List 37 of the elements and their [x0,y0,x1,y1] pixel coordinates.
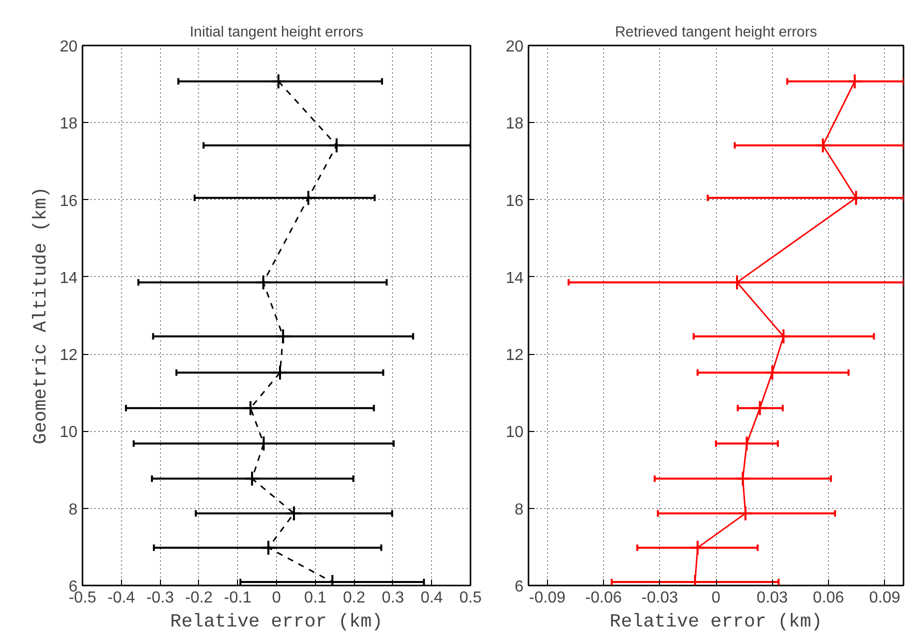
y-tick-label: 10 [506,424,524,442]
x-tick-label: 0.3 [382,590,404,606]
x-tick-label: -0.3 [146,590,174,606]
x-tick-label: -0.03 [642,590,678,606]
y-tick-label: 6 [514,578,524,596]
y-axis-title: Geometric Altitude (km) [30,186,52,444]
x-tick-label: 0.1 [304,590,327,606]
x-tick-label: 0.4 [420,590,443,606]
x-tick-label: 0 [712,590,721,606]
y-tick-label: 12 [506,347,524,364]
y-tick-label: 8 [68,501,78,518]
x-tick-label: 0.06 [812,590,844,606]
y-tick-label: 18 [506,116,524,133]
x-tick-label: 0.5 [459,590,482,606]
y-tick-label: 10 [60,424,78,442]
x-axis-title: Relative error (km) [610,610,822,632]
x-tick-label: -0.06 [585,590,622,606]
y-tick-label: 12 [60,347,78,364]
x-tick-label: -0.4 [108,590,136,606]
x-tick-label: -0.1 [224,590,252,606]
y-tick-label: 14 [60,270,78,287]
x-tick-label: 0.2 [342,590,366,606]
y-tick-label: 16 [506,192,524,210]
x-tick-label: 0 [272,590,282,606]
x-tick-label: -0.09 [529,590,566,606]
x-tick-label: 0.09 [869,590,900,606]
chart-title: Retrieved tangent height errors [614,24,818,40]
y-tick-label: 18 [60,116,78,133]
y-tick-label: 16 [60,192,78,210]
y-tick-label: 20 [506,38,524,56]
x-axis-title: Relative error (km) [170,610,383,632]
y-tick-label: 20 [60,38,78,56]
y-tick-label: 8 [514,501,524,518]
chart-title: Initial tangent height errors [190,24,364,40]
x-tick-label: 0.03 [756,590,788,606]
y-tick-label: 14 [506,270,524,287]
x-tick-label: -0.2 [185,590,213,606]
